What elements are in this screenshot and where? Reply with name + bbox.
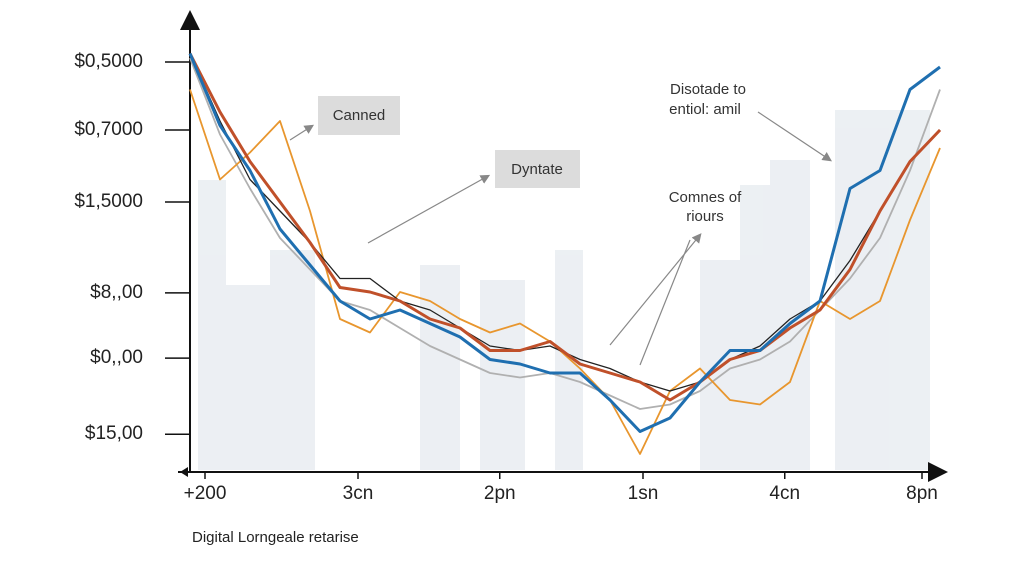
y-tick-label: $0,,00 [90, 347, 143, 368]
y-tick-label: $1,5000 [74, 191, 143, 212]
x-tick-label: 1sn [628, 483, 659, 504]
series-line [188, 52, 941, 433]
series-line [188, 52, 942, 402]
y-tick-label: $15,00 [85, 423, 143, 444]
callout: Dyntate [511, 161, 563, 178]
annotation: Disotade to [670, 81, 746, 98]
x-tick-label: 3cn [343, 483, 374, 504]
annotation: riours [686, 208, 724, 225]
y-tick-label: $8,,00 [90, 282, 143, 303]
arrows [289, 111, 832, 366]
callout-box [318, 96, 400, 135]
y-tick-label: $0,7000 [74, 119, 143, 140]
callout: Canned [333, 107, 386, 124]
plot: $0,5000 $0,7000 $1,5000 $8,,00 $0,,00 $15,00 +… [74, 51, 942, 504]
callout-box [495, 150, 580, 188]
x-tick-label: 8pn [906, 483, 938, 504]
x-axis-arrow [180, 467, 188, 477]
y-tick-label: $0,5000 [74, 51, 143, 72]
caption: Digital Lorngeale retarise [192, 529, 359, 546]
x-tick-label: 4cn [769, 483, 800, 504]
annotation: entiol: amil [669, 101, 741, 118]
annotation: Comnes of [669, 189, 742, 206]
x-tick-label: 2pn [484, 483, 516, 504]
x-tick-label: +200 [184, 483, 227, 504]
